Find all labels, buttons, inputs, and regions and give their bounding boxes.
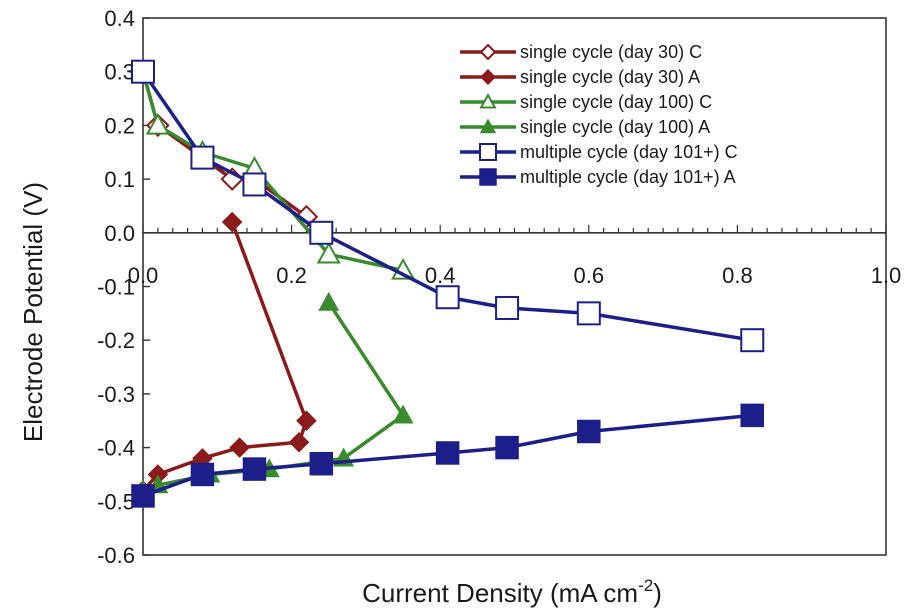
- y-axis-title: Electrode Potential (V): [18, 182, 48, 442]
- legend-marker: [479, 93, 497, 109]
- x-tick-label: 0.0: [128, 263, 159, 288]
- data-point: [221, 211, 243, 233]
- data-point: [131, 59, 155, 84]
- y-tick-label: 0.4: [104, 6, 135, 31]
- data-point: [576, 301, 601, 326]
- data-point: [145, 112, 170, 135]
- legend-label: single cycle (day 30) C: [520, 42, 702, 62]
- data-point: [318, 291, 340, 311]
- legend-label: single cycle (day 30) A: [520, 67, 700, 87]
- data-point: [131, 484, 155, 508]
- legend-marker: [479, 118, 497, 134]
- y-tick-label: -0.6: [97, 543, 135, 568]
- legend-label: single cycle (day 100) A: [520, 117, 710, 137]
- legend-marker: [479, 43, 497, 61]
- data-point: [316, 241, 341, 264]
- axes: 0.40.30.20.10.0-0.1-0.2-0.3-0.4-0.5-0.60…: [97, 6, 901, 568]
- data-point: [242, 457, 267, 481]
- legend-label: single cycle (day 100) C: [520, 92, 712, 112]
- y-tick-label: 0.2: [104, 113, 135, 138]
- data-point: [577, 419, 601, 444]
- legend-marker: [479, 168, 497, 186]
- series-line: [141, 71, 308, 219]
- y-tick-label: -0.5: [97, 489, 135, 514]
- data-point: [309, 220, 334, 245]
- y-tick-label: -0.4: [97, 436, 135, 461]
- series-2: [132, 211, 317, 501]
- y-tick-label: 0.0: [104, 221, 135, 246]
- data-point: [495, 295, 520, 320]
- data-point: [229, 437, 250, 458]
- legend-marker: [479, 143, 497, 161]
- y-tick-label: -0.1: [97, 275, 135, 300]
- data-point: [190, 462, 215, 487]
- data-point: [190, 145, 215, 170]
- y-tick-label: -0.3: [97, 382, 135, 407]
- data-point: [435, 285, 460, 310]
- legend-marker: [480, 69, 496, 85]
- x-axis-title: Current Density (mA cm-2): [362, 576, 662, 608]
- legend-label: multiple cycle (day 101+) A: [520, 167, 736, 187]
- x-tick-label: 0.2: [276, 263, 307, 288]
- data-point: [740, 403, 765, 428]
- series-6: [131, 403, 765, 508]
- data-point: [309, 451, 334, 476]
- series-1: [131, 59, 319, 229]
- x-tick-label: 0.8: [722, 263, 753, 288]
- data-point: [288, 431, 310, 453]
- data-point: [391, 257, 416, 280]
- series-3: [130, 59, 416, 280]
- data-point: [435, 441, 460, 465]
- data-point: [242, 172, 267, 197]
- series-5: [131, 59, 765, 353]
- x-tick-label: 1.0: [871, 263, 902, 288]
- data-point: [392, 404, 414, 424]
- x-tick-label: 0.6: [574, 263, 605, 288]
- y-tick-label: -0.2: [97, 328, 135, 353]
- data-point: [740, 328, 765, 353]
- y-tick-label: 0.1: [104, 167, 135, 192]
- series-line: [141, 71, 404, 273]
- legend: single cycle (day 30) C single cycle (day…: [460, 42, 738, 187]
- x-tick-label: 0.4: [425, 263, 456, 288]
- legend-label: multiple cycle (day 101+) C: [520, 142, 738, 162]
- y-tick-label: 0.3: [104, 60, 135, 85]
- series-layer: [130, 59, 765, 508]
- data-point: [495, 435, 519, 460]
- data-point: [296, 410, 317, 432]
